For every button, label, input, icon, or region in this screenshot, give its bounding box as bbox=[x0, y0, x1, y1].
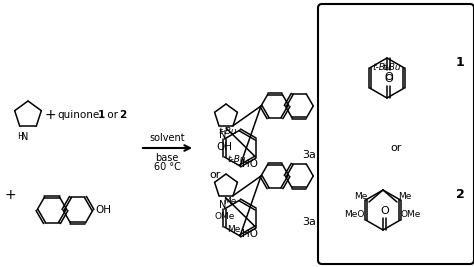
Text: +: + bbox=[4, 188, 16, 202]
Text: or: or bbox=[104, 110, 121, 120]
Text: solvent: solvent bbox=[149, 133, 185, 143]
Text: O: O bbox=[380, 206, 389, 216]
Text: O: O bbox=[384, 72, 393, 82]
Text: 60 °C: 60 °C bbox=[154, 162, 181, 172]
Text: base: base bbox=[155, 153, 179, 163]
Text: H: H bbox=[17, 132, 23, 141]
Text: HO: HO bbox=[242, 159, 258, 169]
Text: or: or bbox=[390, 143, 401, 153]
Text: 3a': 3a' bbox=[302, 150, 319, 160]
Text: quinone: quinone bbox=[57, 110, 99, 120]
Text: Me: Me bbox=[224, 198, 237, 206]
Text: O: O bbox=[384, 74, 393, 84]
Text: 2: 2 bbox=[456, 189, 465, 202]
Text: MeO: MeO bbox=[345, 210, 365, 219]
Text: or: or bbox=[210, 170, 221, 180]
Text: Me: Me bbox=[398, 192, 411, 201]
Text: N: N bbox=[219, 200, 227, 210]
Text: 2: 2 bbox=[119, 110, 126, 120]
Text: t-Bu: t-Bu bbox=[219, 128, 237, 136]
Text: OMe: OMe bbox=[401, 210, 421, 219]
Text: 3a: 3a bbox=[302, 217, 316, 227]
Text: Me: Me bbox=[355, 192, 368, 201]
Text: HO: HO bbox=[242, 229, 258, 239]
Text: t-Bu: t-Bu bbox=[383, 64, 401, 73]
Text: OMe: OMe bbox=[214, 212, 235, 221]
Text: t-Bu: t-Bu bbox=[228, 155, 246, 163]
FancyBboxPatch shape bbox=[318, 4, 474, 264]
Text: OH: OH bbox=[217, 142, 232, 152]
Text: OH: OH bbox=[95, 205, 111, 215]
Text: 1: 1 bbox=[456, 57, 465, 69]
Text: t-Bu: t-Bu bbox=[373, 64, 392, 73]
Text: Me: Me bbox=[228, 225, 241, 234]
Text: +: + bbox=[44, 108, 56, 122]
Text: 1: 1 bbox=[98, 110, 105, 120]
Text: N: N bbox=[21, 132, 29, 142]
Text: N: N bbox=[219, 130, 227, 140]
